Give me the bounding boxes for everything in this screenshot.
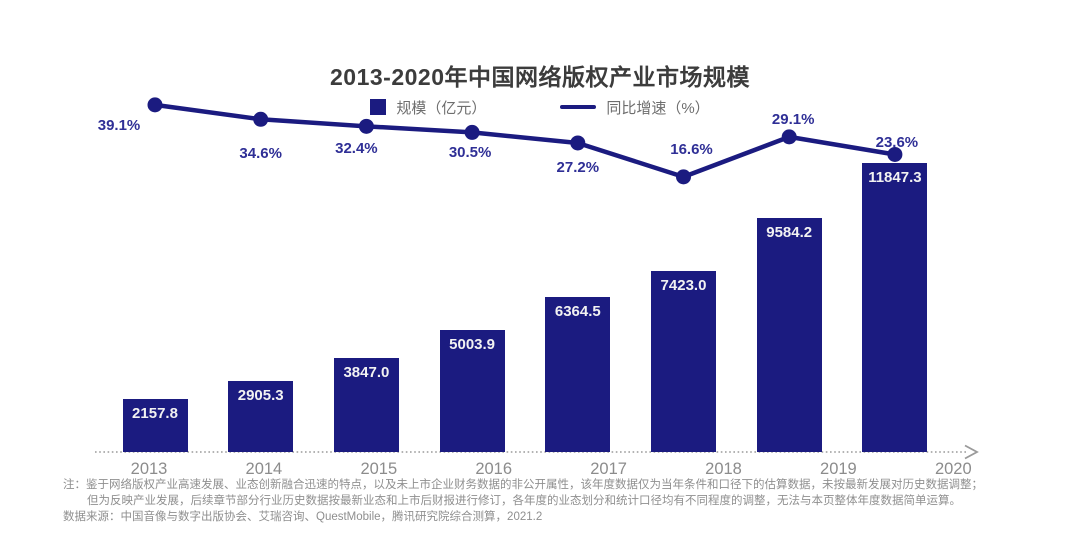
bar-value-label: 7423.0 xyxy=(660,276,707,294)
footnote-line-1: 注：鉴于网络版权产业高速发展、业态创新融合迅速的特点，以及未上市企业财务数据的非… xyxy=(63,479,983,491)
bar xyxy=(122,399,188,452)
year-tick-label: 2014 xyxy=(245,460,283,478)
footnotes: 注：鉴于网络版权产业高速发展、业态创新融合迅速的特点，以及未上市企业财务数据的非… xyxy=(63,477,1043,525)
bar-value-label: 2905.3 xyxy=(237,387,284,405)
footnote-line-2: 但为反映产业发展，后续章节部分行业历史数据按最新业态和上市后财报进行修订，各年度… xyxy=(87,495,961,507)
growth-point xyxy=(781,129,797,145)
x-axis-arrow-icon xyxy=(964,444,979,460)
growth-point-label: 16.6% xyxy=(670,140,713,158)
bar-value-label: 9584.2 xyxy=(766,224,813,242)
growth-point-label: 39.1% xyxy=(97,116,141,134)
growth-point xyxy=(570,135,586,151)
growth-point-label: 32.4% xyxy=(335,140,378,158)
bar xyxy=(651,270,716,452)
growth-point xyxy=(464,124,480,140)
year-tick-label: 2018 xyxy=(705,460,742,478)
year-tick-label: 2016 xyxy=(475,460,513,478)
growth-point xyxy=(676,169,691,185)
bar xyxy=(228,381,294,452)
year-tick-label: 2017 xyxy=(590,460,627,478)
bar-value-label: 3847.0 xyxy=(343,364,390,382)
growth-point-label: 27.2% xyxy=(556,158,600,176)
year-tick-label: 2013 xyxy=(130,460,168,478)
chart-title: 2013-2020年中国网络版权产业市场规模 xyxy=(330,64,750,90)
bar xyxy=(439,329,505,452)
year-tick-label: 2020 xyxy=(934,460,972,478)
bar-value-label: 2157.8 xyxy=(132,405,178,423)
bar xyxy=(862,163,928,452)
growth-point xyxy=(253,111,269,127)
bar xyxy=(545,296,611,452)
bar-value-label: 6364.5 xyxy=(554,302,601,320)
bar xyxy=(756,218,822,452)
data-source-line: 数据来源：中国音像与数字出版协会、艾瑞咨询、QuestMobile，腾讯研究院综… xyxy=(63,511,543,523)
year-tick-label: 2015 xyxy=(360,460,398,478)
growth-point-label: 23.6% xyxy=(875,134,919,152)
growth-point xyxy=(358,118,374,134)
growth-point-label: 29.1% xyxy=(771,110,815,128)
bar-value-label: 5003.9 xyxy=(449,335,496,353)
growth-point xyxy=(147,97,163,113)
year-tick-label: 2019 xyxy=(820,460,857,478)
growth-point-label: 30.5% xyxy=(448,144,492,162)
growth-point-label: 34.6% xyxy=(239,145,282,163)
bar xyxy=(333,358,399,452)
bar-value-label: 11847.3 xyxy=(868,169,922,186)
